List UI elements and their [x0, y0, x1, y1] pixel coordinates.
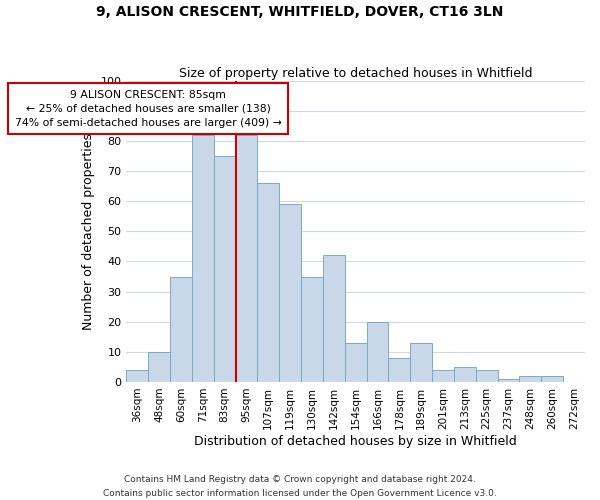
Bar: [170, 276, 192, 382]
Bar: [345, 343, 367, 382]
Bar: [257, 183, 279, 382]
Bar: [520, 376, 541, 382]
Bar: [301, 276, 323, 382]
Text: 9, ALISON CRESCENT, WHITFIELD, DOVER, CT16 3LN: 9, ALISON CRESCENT, WHITFIELD, DOVER, CT…: [97, 5, 503, 19]
Bar: [367, 322, 388, 382]
Y-axis label: Number of detached properties: Number of detached properties: [82, 133, 95, 330]
Bar: [214, 156, 236, 382]
Bar: [323, 256, 345, 382]
Title: Size of property relative to detached houses in Whitfield: Size of property relative to detached ho…: [179, 66, 532, 80]
Bar: [497, 379, 520, 382]
Text: Contains HM Land Registry data © Crown copyright and database right 2024.
Contai: Contains HM Land Registry data © Crown c…: [103, 476, 497, 498]
Bar: [236, 135, 257, 382]
Bar: [432, 370, 454, 382]
X-axis label: Distribution of detached houses by size in Whitfield: Distribution of detached houses by size …: [194, 434, 517, 448]
Bar: [476, 370, 497, 382]
Bar: [541, 376, 563, 382]
Bar: [126, 370, 148, 382]
Bar: [388, 358, 410, 382]
Text: 9 ALISON CRESCENT: 85sqm
← 25% of detached houses are smaller (138)
74% of semi-: 9 ALISON CRESCENT: 85sqm ← 25% of detach…: [15, 90, 281, 128]
Bar: [454, 367, 476, 382]
Bar: [279, 204, 301, 382]
Bar: [192, 135, 214, 382]
Bar: [148, 352, 170, 382]
Bar: [410, 343, 432, 382]
